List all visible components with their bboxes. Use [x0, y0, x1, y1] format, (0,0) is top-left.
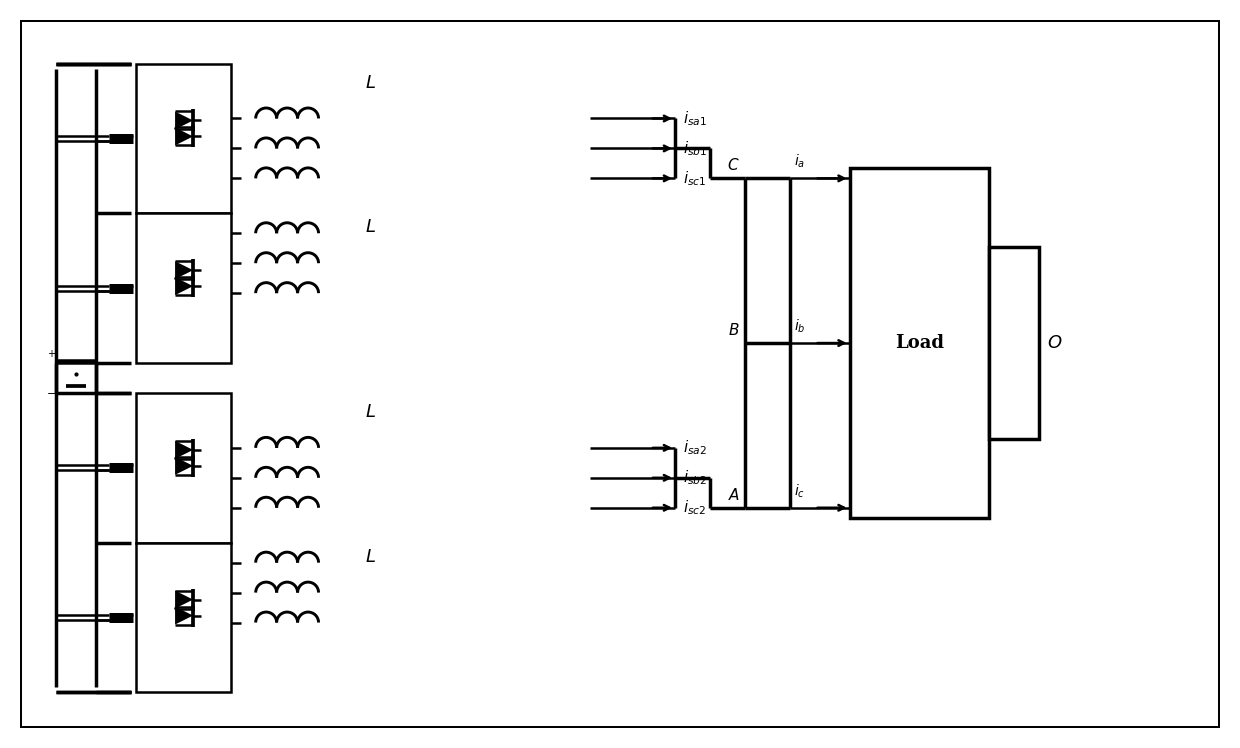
Bar: [131, 393, 236, 693]
Text: $L$: $L$: [365, 548, 376, 565]
Polygon shape: [175, 607, 193, 625]
Bar: [136, 543, 231, 693]
Polygon shape: [175, 591, 193, 609]
Text: $i_{sc1}$: $i_{sc1}$: [683, 169, 707, 188]
Bar: [241, 64, 500, 363]
Text: Load: Load: [895, 334, 944, 352]
Text: $L$: $L$: [365, 218, 376, 236]
Bar: [990, 247, 1039, 439]
Bar: [136, 393, 231, 543]
Polygon shape: [175, 441, 193, 459]
Polygon shape: [175, 457, 193, 475]
Text: $i_{sb1}$: $i_{sb1}$: [683, 139, 707, 158]
Text: −: −: [46, 389, 56, 399]
Text: $i_a$: $i_a$: [794, 153, 805, 171]
Polygon shape: [175, 261, 193, 279]
Text: $L$: $L$: [365, 403, 376, 421]
Text: $i_{sa1}$: $i_{sa1}$: [683, 109, 707, 128]
Polygon shape: [175, 127, 193, 145]
Text: $C$: $C$: [727, 157, 740, 174]
Text: +: +: [47, 349, 55, 359]
Bar: [136, 213, 231, 363]
Text: $O$: $O$: [1048, 334, 1063, 352]
Bar: [849, 168, 990, 518]
Text: $A$: $A$: [728, 487, 740, 503]
Text: $i_{sb2}$: $i_{sb2}$: [683, 468, 707, 487]
Bar: [241, 393, 500, 693]
Text: $i_{sa2}$: $i_{sa2}$: [683, 438, 707, 457]
Polygon shape: [175, 278, 193, 295]
Bar: [500, 64, 590, 363]
Text: $i_b$: $i_b$: [794, 318, 805, 335]
Text: $i_c$: $i_c$: [794, 482, 805, 500]
Text: $B$: $B$: [728, 322, 740, 338]
Bar: [136, 64, 231, 213]
Text: $i_{sc2}$: $i_{sc2}$: [683, 498, 707, 517]
Polygon shape: [175, 111, 193, 129]
Bar: [131, 64, 236, 363]
Bar: [500, 393, 590, 693]
Text: $L$: $L$: [365, 73, 376, 91]
